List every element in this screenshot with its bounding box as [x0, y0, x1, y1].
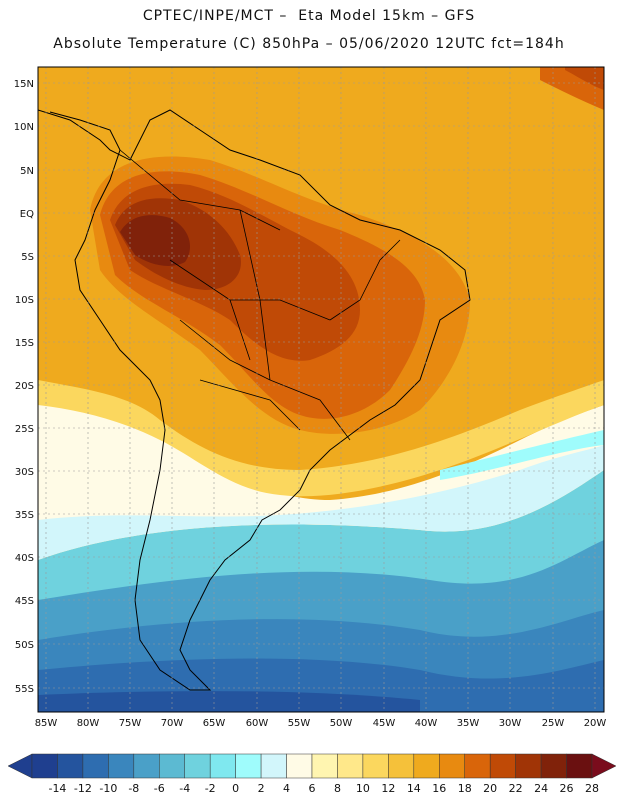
lat-label: 55S	[15, 684, 34, 695]
colorbar-swatch	[464, 753, 491, 779]
map-title-line-1: CPTEC/INPE/MCT – Eta Model 15km – GFS	[142, 8, 476, 24]
lon-label: 70W	[161, 718, 184, 729]
lat-label: EQ	[20, 209, 34, 220]
lon-label: 25W	[542, 718, 565, 729]
colorbar-label: 10	[356, 782, 370, 795]
temperature-field	[38, 67, 604, 712]
lon-label: 55W	[288, 718, 311, 729]
colorbar-arrow-right	[591, 753, 617, 779]
colorbar-label: -2	[205, 782, 216, 795]
colorbar-swatch	[439, 753, 465, 779]
colorbar-swatch	[184, 753, 211, 779]
lat-label: 20S	[15, 381, 34, 392]
colorbar-label: -6	[154, 782, 165, 795]
lat-label: 10S	[15, 295, 34, 306]
lat-label: 35S	[15, 510, 34, 521]
colorbar-label: -4	[179, 782, 190, 795]
lon-label: 45W	[373, 718, 396, 729]
lat-label: 15S	[15, 338, 34, 349]
lat-label: 50S	[15, 640, 34, 651]
lon-label: 60W	[246, 718, 269, 729]
lat-label: 5S	[21, 252, 34, 263]
colorbar-swatch	[133, 753, 160, 779]
lat-label: 30S	[15, 467, 34, 478]
colorbar-label: 2	[258, 782, 265, 795]
colorbar-label: 24	[534, 782, 548, 795]
colorbar-swatch	[337, 753, 364, 779]
colorbar-swatch	[566, 753, 593, 779]
lon-label: 40W	[415, 718, 438, 729]
colorbar: -14 -12 -10 -8 -6 -4 -2 0 2 4 6 8 10 12 14 16 18 20 22 24 26…	[7, 753, 617, 795]
colorbar-swatch	[311, 753, 338, 779]
lon-label: 75W	[119, 718, 142, 729]
colorbar-swatch	[413, 753, 440, 779]
colorbar-label: 14	[407, 782, 421, 795]
colorbar-label: 28	[585, 782, 599, 795]
lon-label: 80W	[77, 718, 100, 729]
map-frame	[37, 66, 605, 713]
colorbar-swatch	[108, 753, 135, 779]
colorbar-swatch	[235, 753, 262, 779]
colorbar-swatch	[362, 753, 389, 779]
colorbar-label: 6	[309, 782, 316, 795]
colorbar-label: 16	[432, 782, 446, 795]
colorbar-label: 8	[334, 782, 341, 795]
lon-label: 20W	[584, 718, 607, 729]
lat-label: 15N	[14, 79, 34, 90]
colorbar-label: 12	[381, 782, 395, 795]
lon-label: 30W	[499, 718, 522, 729]
colorbar-label: 0	[232, 782, 239, 795]
colorbar-label: -12	[74, 782, 92, 795]
lat-label: 10N	[14, 122, 34, 133]
map-title-line-2: Absolute Temperature (C) 850hPa – 05/06/…	[53, 36, 565, 52]
colorbar-swatch	[31, 753, 58, 779]
lon-label: 85W	[35, 718, 58, 729]
lat-label: 40S	[15, 553, 34, 564]
colorbar-swatch	[388, 753, 415, 779]
colorbar-label: -10	[99, 782, 117, 795]
colorbar-swatch	[286, 753, 313, 779]
colorbar-swatch	[82, 753, 109, 779]
lon-label: 35W	[457, 718, 480, 729]
colorbar-label: 20	[483, 782, 497, 795]
colorbar-swatch	[159, 753, 185, 779]
colorbar-label: -14	[48, 782, 66, 795]
graticule	[38, 67, 604, 712]
colorbar-swatch	[209, 753, 236, 779]
colorbar-swatch	[540, 753, 567, 779]
colorbar-swatch	[260, 753, 287, 779]
colorbar-arrow-left	[7, 753, 33, 779]
colorbar-swatch	[515, 753, 542, 779]
lat-label: 5N	[20, 166, 34, 177]
coastline	[38, 109, 471, 691]
colorbar-swatch	[489, 753, 516, 779]
colorbar-label: 22	[509, 782, 523, 795]
lon-label: 50W	[330, 718, 353, 729]
latitude-labels: 15N 10N 5N EQ 5S 10S 15S 20S 25S 30S 35S…	[14, 79, 34, 695]
colorbar-label: 26	[560, 782, 574, 795]
colorbar-label: -8	[128, 782, 139, 795]
lon-label: 65W	[203, 718, 226, 729]
colorbar-label: 4	[283, 782, 290, 795]
longitude-labels: 85W 80W 75W 70W 65W 60W 55W 50W 45W 40W …	[35, 718, 607, 729]
lat-label: 25S	[15, 424, 34, 435]
colorbar-label: 18	[458, 782, 472, 795]
colorbar-swatch	[57, 753, 84, 779]
lat-label: 45S	[15, 596, 34, 607]
